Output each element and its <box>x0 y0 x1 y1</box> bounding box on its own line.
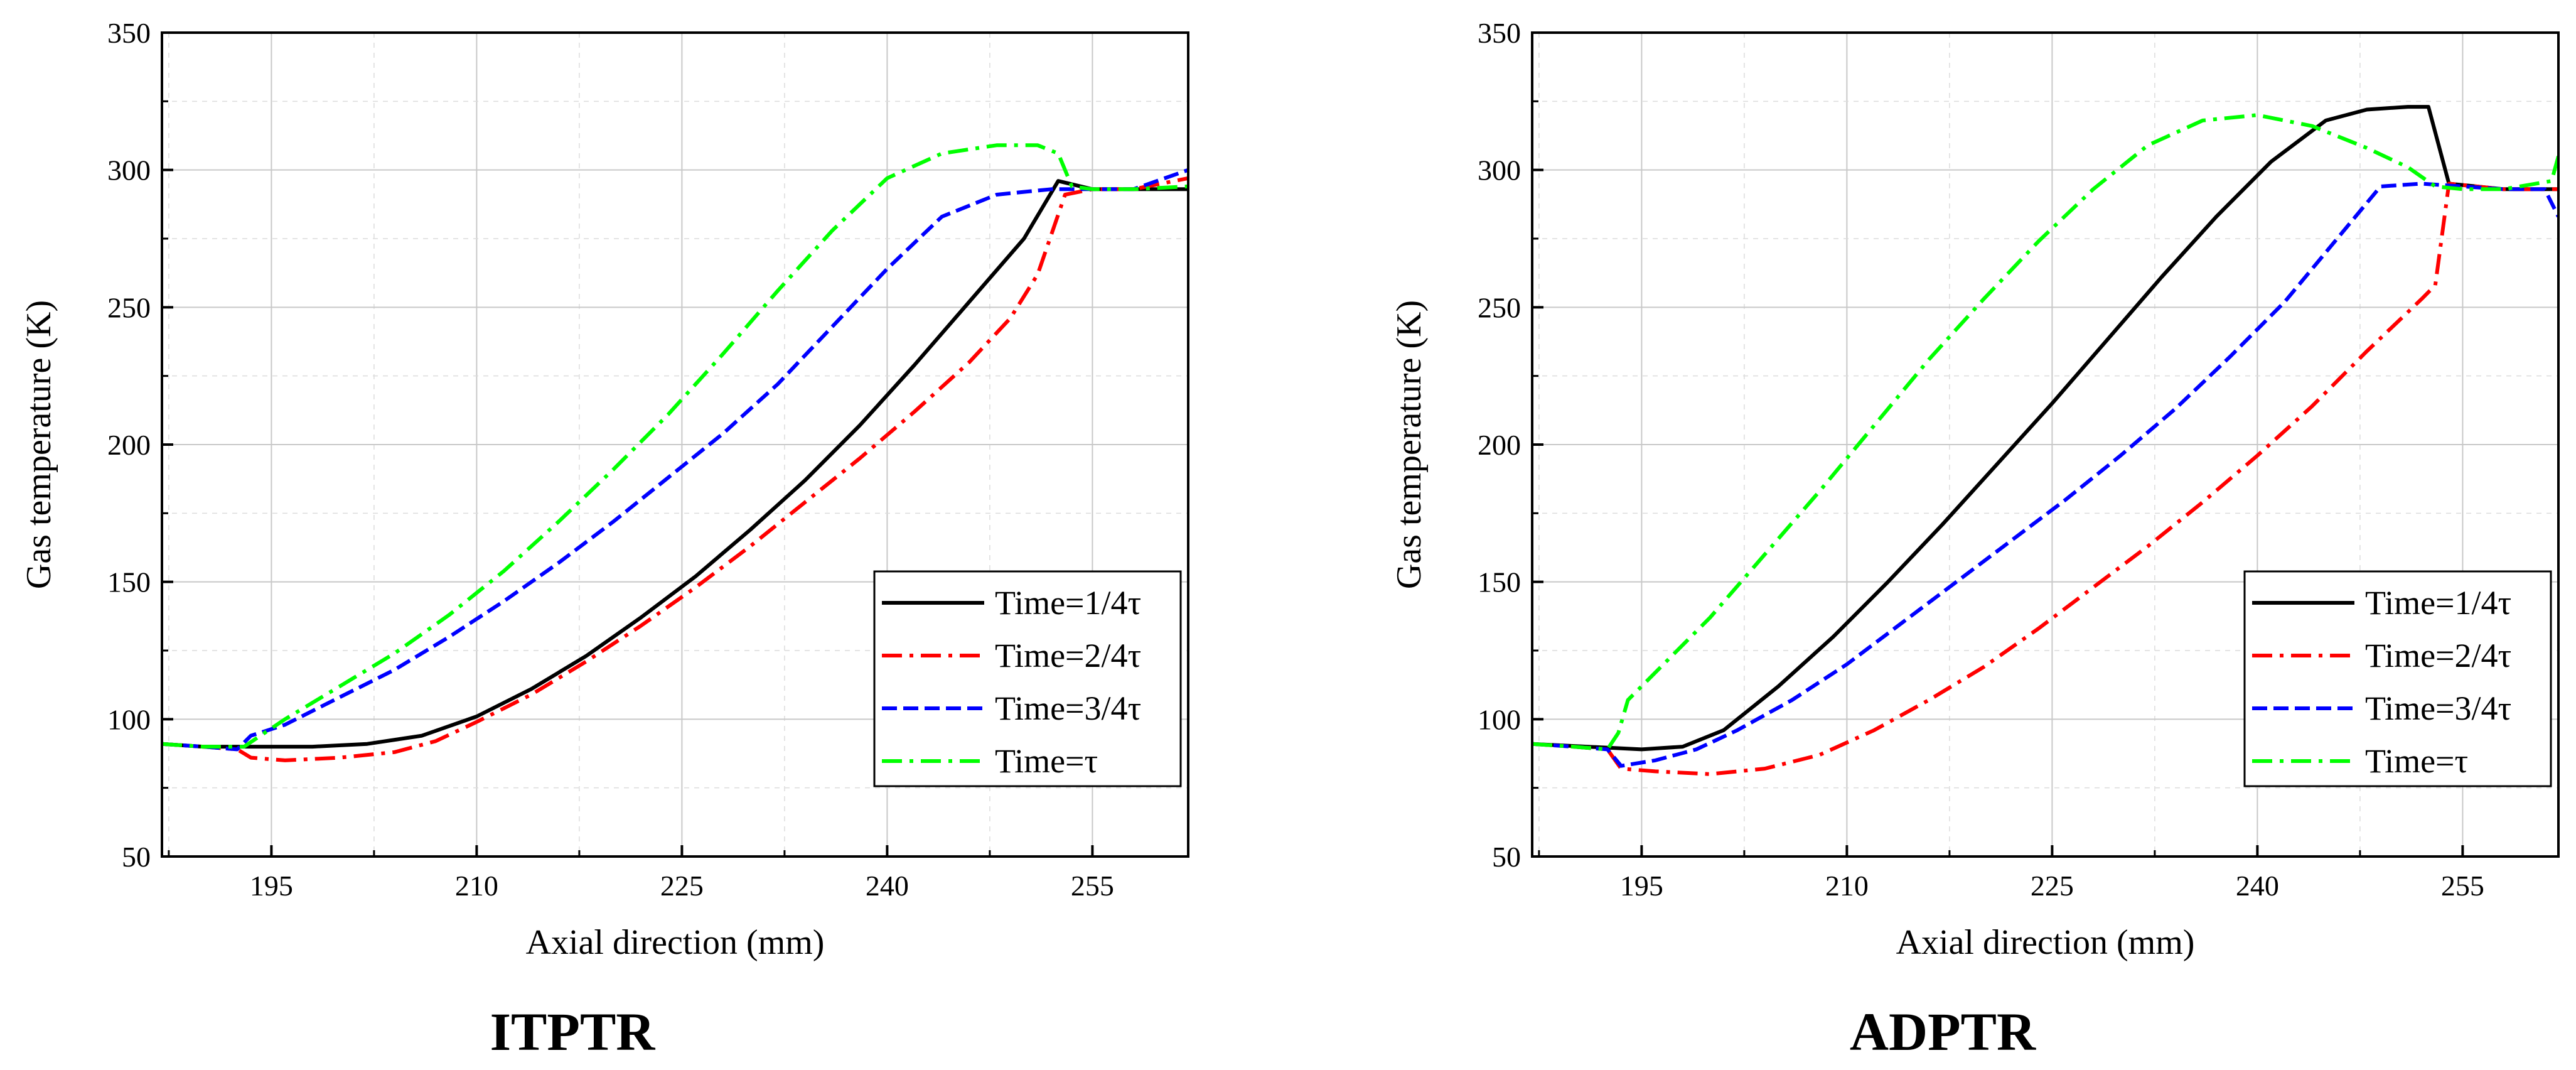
legend-label-time-3-4tau: Time=3/4τ <box>995 689 1141 727</box>
series-line-time-tau <box>162 143 1188 749</box>
panel-caption: ADPTR <box>1850 1002 2036 1062</box>
y-tick-label: 200 <box>1478 429 1521 461</box>
y-axis-label: Gas temperature (K) <box>19 300 58 589</box>
legend-label-time-tau: Time=τ <box>995 742 1098 780</box>
y-tick-label: 150 <box>1478 566 1521 598</box>
legend-label-time-1-4tau: Time=1/4τ <box>2365 584 2511 622</box>
series-line-time-2-4tau <box>162 176 1188 762</box>
legend: Time=1/4τ Time=2/4τ Time=3/4τ Time=τ <box>2243 570 2552 787</box>
y-tick-label: 100 <box>1478 703 1521 735</box>
y-tick-label: 200 <box>107 429 151 461</box>
legend-box <box>873 570 1182 787</box>
y-tick-label: 50 <box>122 841 151 873</box>
x-tick-label: 210 <box>1825 870 1869 902</box>
x-tick-label: 255 <box>1071 870 1114 902</box>
legend-label-time-3-4tau: Time=3/4τ <box>2365 689 2511 727</box>
legend-label-time-1-4tau: Time=1/4τ <box>995 584 1141 622</box>
series-line-time-tau <box>1532 113 2558 752</box>
legend-label-time-2-4tau: Time=2/4τ <box>2365 637 2511 674</box>
series-line-time-1-4tau <box>162 179 1188 749</box>
y-tick-label: 250 <box>1478 291 1521 323</box>
y-tick-label: 300 <box>1478 154 1521 186</box>
series-line-time-2-4tau <box>1532 181 2558 776</box>
series-line-time-3-4tau <box>162 168 1188 752</box>
y-tick-label: 350 <box>1478 17 1521 49</box>
y-tick-label: 300 <box>107 154 151 186</box>
x-tick-label: 255 <box>2441 870 2484 902</box>
x-tick-label: 225 <box>660 870 704 902</box>
y-tick-label: 150 <box>107 566 151 598</box>
grid <box>1532 33 2558 857</box>
x-axis-label: Axial direction (mm) <box>1896 923 2195 962</box>
x-axis-label: Axial direction (mm) <box>526 923 825 962</box>
y-tick-label: 250 <box>107 291 151 323</box>
y-tick-label: 100 <box>107 703 151 735</box>
chart-panel-itptr: 195 210 225 240 255 50 100 150 200 250 300 350 Axial… <box>19 17 1189 1062</box>
x-tick-label: 240 <box>866 870 909 902</box>
legend: Time=1/4τ Time=2/4τ Time=3/4τ Time=τ <box>873 570 1182 787</box>
legend-label-time-tau: Time=τ <box>2365 742 2468 780</box>
panel-caption: ITPTR <box>490 1002 656 1062</box>
y-tick-label: 50 <box>1492 841 1521 873</box>
x-tick-label: 225 <box>2031 870 2074 902</box>
series-line-time-3-4tau <box>1532 181 2558 768</box>
series-line-time-1-4tau <box>1532 105 2558 752</box>
y-axis-label: Gas temperature (K) <box>1390 300 1429 589</box>
y-tick-label: 350 <box>107 17 151 49</box>
x-tick-label: 195 <box>250 870 293 902</box>
x-tick-label: 210 <box>455 870 498 902</box>
x-tick-label: 195 <box>1620 870 1663 902</box>
series-group <box>1532 105 2558 776</box>
legend-box <box>2243 570 2552 787</box>
legend-label-time-2-4tau: Time=2/4τ <box>995 637 1141 674</box>
x-tick-label: 240 <box>2236 870 2279 902</box>
chart-panel-adptr: 195 210 225 240 255 50 100 150 200 250 300 350 Axial… <box>1390 17 2560 1062</box>
series-group <box>162 143 1188 762</box>
